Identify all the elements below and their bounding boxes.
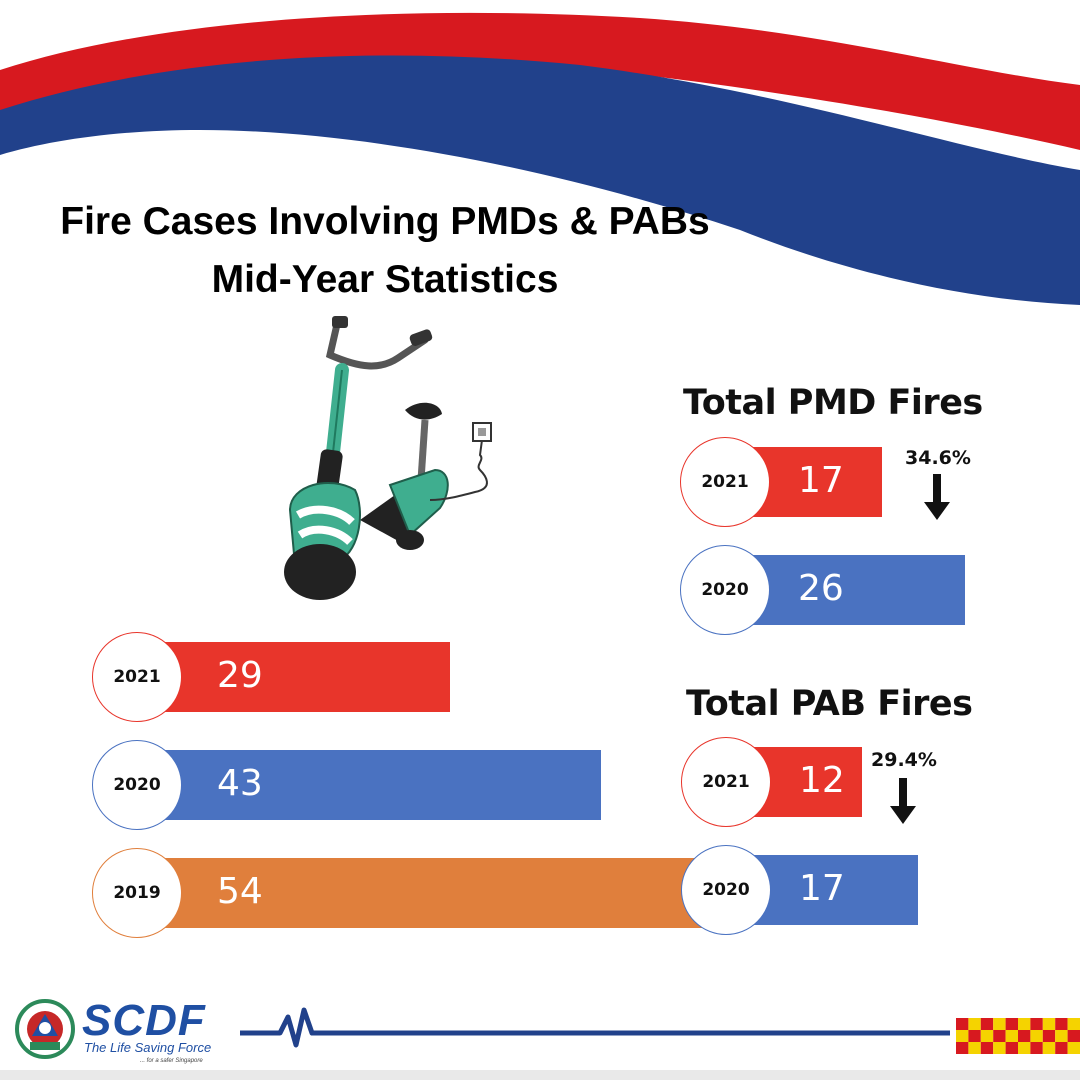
brand-tagline: The Life Saving Force (84, 1040, 212, 1055)
wave-blue (0, 55, 1080, 306)
heartbeat-line-icon (240, 1007, 950, 1048)
year-label-2020: 2020 (681, 845, 771, 935)
checkered-pattern-icon (956, 1018, 1080, 1054)
year-label-2020: 2020 (680, 545, 770, 635)
year-label-2021: 2021 (681, 737, 771, 827)
electric-scooter-charging-icon (284, 316, 492, 600)
bar-value-2020: 26 (798, 568, 844, 609)
down-arrow-icon (924, 474, 950, 520)
year-label-2021: 2021 (92, 632, 182, 722)
bar-value-2021: 12 (799, 760, 845, 801)
pmd-section-title: Total PMD Fires (683, 383, 983, 423)
pab-percent-change: 29.4% (871, 749, 937, 771)
bar-value-2020: 43 (217, 763, 263, 804)
pab-section-title: Total PAB Fires (686, 684, 973, 724)
year-label-2021: 2021 (680, 437, 770, 527)
bar-value-2021: 29 (217, 655, 263, 696)
brand-subtagline: ... for a safer Singapore (140, 1058, 203, 1064)
header-wave (0, 12, 1080, 306)
down-arrow-icon (890, 778, 916, 824)
bar-value-2021: 17 (798, 460, 844, 501)
bar-value-2020: 17 (799, 868, 845, 909)
year-label-2019: 2019 (92, 848, 182, 938)
bar-2020 (137, 750, 601, 820)
wave-red (0, 12, 1080, 150)
brand-logo-text: SCDF (82, 996, 206, 1045)
page-title: Fire Cases Involving PMDs & PABs (60, 200, 710, 243)
page-subtitle: Mid-Year Statistics (211, 258, 559, 301)
bar-value-2019: 54 (217, 871, 263, 912)
bar-2021 (137, 642, 450, 712)
year-label-2020: 2020 (92, 740, 182, 830)
footer-strip (0, 1070, 1080, 1080)
scdf-crest-icon (15, 999, 75, 1059)
bar-2019 (137, 858, 720, 928)
pmd-percent-change: 34.6% (905, 447, 971, 469)
